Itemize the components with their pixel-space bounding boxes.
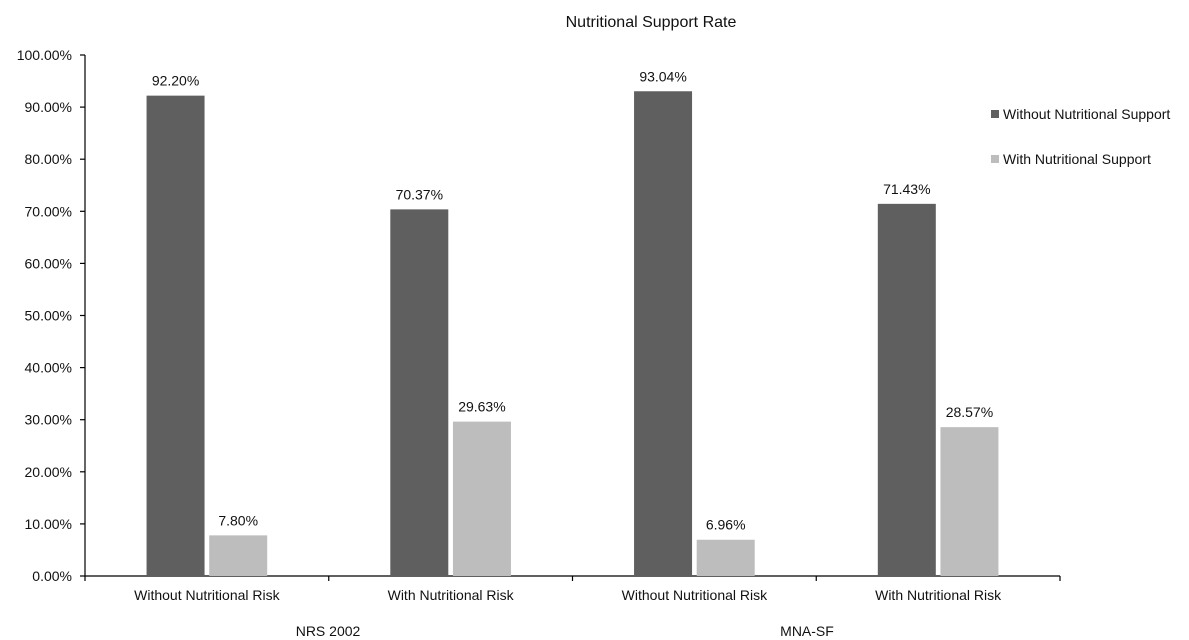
y-tick-label: 80.00% xyxy=(25,151,72,167)
legend-swatch xyxy=(991,110,999,118)
data-label: 29.63% xyxy=(458,399,505,415)
bar xyxy=(634,91,693,576)
data-label: 93.04% xyxy=(639,68,686,84)
x-group-label: MNA-SF xyxy=(780,623,834,639)
y-tick-label: 90.00% xyxy=(25,99,72,115)
chart-title: Nutritional Support Rate xyxy=(566,14,737,31)
bar xyxy=(390,209,449,576)
y-tick-label: 70.00% xyxy=(25,203,72,219)
legend: Without Nutritional Support With Nutritio… xyxy=(991,106,1170,167)
data-label: 70.37% xyxy=(396,186,443,202)
data-label: 7.80% xyxy=(218,512,258,528)
bar xyxy=(146,95,205,576)
data-label: 92.20% xyxy=(152,73,199,89)
data-label: 71.43% xyxy=(883,181,930,197)
y-tick-label: 60.00% xyxy=(25,255,72,271)
bar xyxy=(696,539,755,576)
plot-area: 0.00% 10.00% 20.00% 30.00% 40.00% 50.00% 60.00… xyxy=(17,47,1061,639)
bar xyxy=(877,203,936,576)
bar xyxy=(940,427,999,576)
x-category-label: With Nutritional Risk xyxy=(875,587,1002,603)
x-category-label: With Nutritional Risk xyxy=(388,587,515,603)
x-category-label: Without Nutritional Risk xyxy=(134,587,280,603)
bar xyxy=(452,421,511,576)
legend-swatch xyxy=(991,155,999,163)
y-tick-label: 50.00% xyxy=(25,308,72,324)
x-group-label: NRS 2002 xyxy=(296,623,361,639)
data-label: 6.96% xyxy=(706,517,746,533)
data-label: 28.57% xyxy=(946,404,993,420)
y-tick-label: 100.00% xyxy=(17,47,72,63)
y-tick-label: 0.00% xyxy=(32,568,72,584)
y-tick-label: 40.00% xyxy=(25,360,72,376)
y-tick-label: 30.00% xyxy=(25,412,72,428)
bar xyxy=(209,535,268,576)
x-category-label: Without Nutritional Risk xyxy=(622,587,768,603)
legend-label: Without Nutritional Support xyxy=(1003,106,1170,122)
y-tick-label: 20.00% xyxy=(25,464,72,480)
legend-label: With Nutritional Support xyxy=(1003,151,1151,167)
y-tick-label: 10.00% xyxy=(25,516,72,532)
